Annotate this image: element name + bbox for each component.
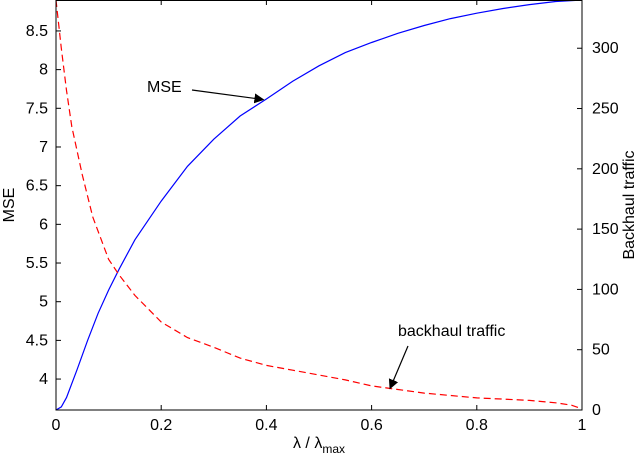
mse-annotation-label: MSE xyxy=(147,79,182,96)
y-left-tick-label: 7.5 xyxy=(26,100,48,117)
y-left-tick-label: 6 xyxy=(39,216,48,233)
backhaul-annotation-label: backhaul traffic xyxy=(398,323,505,340)
x-tick-label: 1 xyxy=(578,417,587,434)
series-layer xyxy=(55,0,583,411)
mse-annotation-arrow xyxy=(191,89,265,104)
y-right-tick-label: 250 xyxy=(592,101,619,118)
x-tick-label: 0 xyxy=(52,417,61,434)
y-left-tick-label: 5.5 xyxy=(26,255,48,272)
y-right-tick-label: 300 xyxy=(592,40,619,57)
x-axis-title-subscript: max xyxy=(322,442,345,456)
backhaul-traffic-series-line xyxy=(55,0,583,410)
y-left-tick-label: 5 xyxy=(39,294,48,311)
backhaul-annotation-arrow xyxy=(388,345,409,390)
y-right-tick-label: 0 xyxy=(592,402,601,419)
x-tick-label: 0.6 xyxy=(360,417,382,434)
x-tick-label: 0.2 xyxy=(150,417,172,434)
y-right-axis-title: Backhaul traffic xyxy=(621,150,638,259)
plot-frame xyxy=(55,0,583,411)
ticks-layer: 0 0.2 0.4 0.6 0.8 1 4 4.5 5 5.5 6 6.5 7 7.5 8 8.5 0 50 100… xyxy=(26,0,619,434)
x-axis-title-main: λ / λ xyxy=(293,435,322,452)
x-tick-label: 0.8 xyxy=(466,417,488,434)
y-right-tick-label: 50 xyxy=(592,342,610,359)
x-axis-title: λ / λmax xyxy=(293,435,345,456)
y-left-tick-label: 4.5 xyxy=(26,332,48,349)
annotation-layer: MSE backhaul traffic xyxy=(147,79,505,390)
x-tick-label: 0.4 xyxy=(255,417,277,434)
y-right-tick-label: 100 xyxy=(592,281,619,298)
y-left-axis-title: MSE xyxy=(1,188,18,223)
y-right-tick-label: 200 xyxy=(592,161,619,178)
y-left-tick-label: 6.5 xyxy=(26,178,48,195)
mse-series-line xyxy=(55,0,583,411)
y-left-tick-label: 4 xyxy=(39,371,48,388)
y-left-tick-label: 7 xyxy=(39,139,48,156)
y-left-tick-label: 8.5 xyxy=(26,23,48,40)
y-left-tick-label: 8 xyxy=(39,62,48,79)
y-right-tick-label: 150 xyxy=(592,221,619,238)
